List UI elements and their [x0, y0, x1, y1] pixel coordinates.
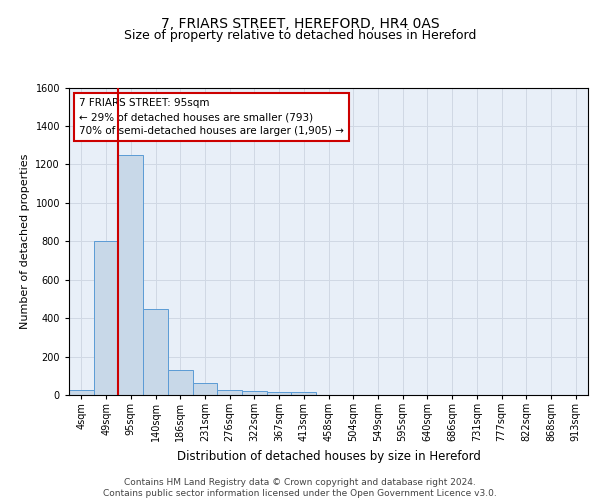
Bar	[168, 370, 193, 395]
Bar	[267, 392, 292, 395]
X-axis label: Distribution of detached houses by size in Hereford: Distribution of detached houses by size …	[176, 450, 481, 463]
Bar	[242, 391, 267, 395]
Text: 7 FRIARS STREET: 95sqm
← 29% of detached houses are smaller (793)
70% of semi-de: 7 FRIARS STREET: 95sqm ← 29% of detached…	[79, 98, 344, 136]
Bar	[193, 382, 217, 395]
Y-axis label: Number of detached properties: Number of detached properties	[20, 154, 30, 329]
Bar	[94, 242, 118, 395]
Bar	[143, 308, 168, 395]
Bar	[69, 390, 94, 395]
Bar	[217, 390, 242, 395]
Text: 7, FRIARS STREET, HEREFORD, HR4 0AS: 7, FRIARS STREET, HEREFORD, HR4 0AS	[161, 18, 439, 32]
Text: Size of property relative to detached houses in Hereford: Size of property relative to detached ho…	[124, 29, 476, 42]
Text: Contains HM Land Registry data © Crown copyright and database right 2024.
Contai: Contains HM Land Registry data © Crown c…	[103, 478, 497, 498]
Bar	[292, 392, 316, 395]
Bar	[118, 155, 143, 395]
